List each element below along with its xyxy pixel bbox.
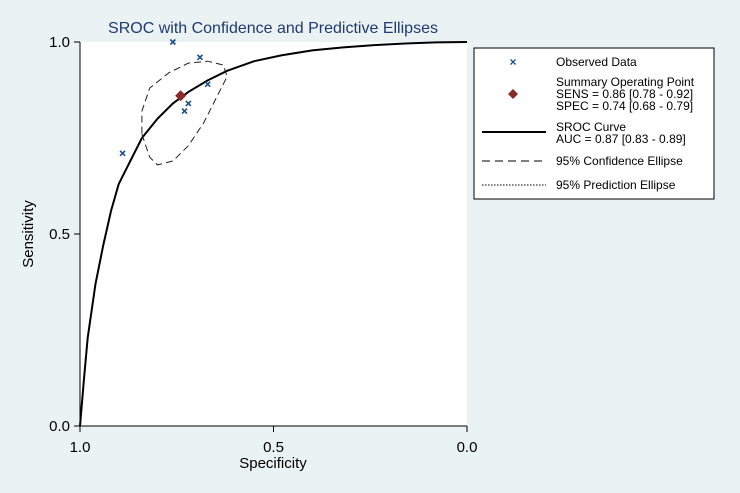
observed-point [204, 81, 211, 88]
chart-title: SROC with Confidence and Predictive Elli… [108, 20, 438, 37]
observed-point [119, 150, 126, 157]
legend-sroc-label: SROC Curve [556, 120, 626, 134]
legend-observed-label: Observed Data [556, 55, 637, 69]
confidence-ellipse [141, 60, 228, 166]
x-axis-label: Specificity [239, 455, 307, 472]
observed-point-stroke [185, 100, 192, 107]
observed-point-stroke [181, 108, 188, 115]
observed-point-stroke [119, 150, 126, 157]
series-layer [79, 38, 468, 427]
observed-point-stroke [196, 54, 204, 61]
legend: × Observed Data Summary Operating Point … [473, 47, 715, 200]
observed-point [181, 108, 188, 115]
legend-summary-spec: SPEC = 0.74 [0.68 - 0.79] [556, 99, 693, 113]
legend-confidence-label: 95% Confidence Ellipse [556, 154, 683, 168]
summary-operating-point [175, 90, 187, 102]
observed-point [196, 54, 204, 61]
x-tick-label: 1.0 [70, 439, 91, 456]
legend-summary-label: Summary Operating Point [556, 75, 695, 89]
legend-sroc-auc: AUC = 0.87 [0.83 - 0.89] [556, 132, 686, 146]
y-axis-label: Sensitivity [20, 200, 37, 268]
x-tick-label: 0.0 [457, 439, 478, 456]
y-tick-label: 0.5 [49, 226, 70, 243]
legend-x-icon: × [509, 55, 516, 69]
plot-area [80, 42, 467, 426]
legend-summary-sens: SENS = 0.86 [0.78 - 0.92] [556, 87, 693, 101]
x-tick-label: 0.5 [263, 439, 284, 456]
observed-point [169, 38, 176, 46]
observed-point-stroke [169, 38, 176, 46]
observed-point [185, 100, 192, 107]
y-tick-label: 0.0 [49, 418, 70, 435]
y-tick-label: 1.0 [49, 34, 70, 51]
observed-point-stroke [204, 81, 211, 88]
legend-box [473, 47, 715, 200]
legend-diamond-icon [508, 89, 518, 99]
legend-prediction-label: 95% Prediction Ellipse [556, 178, 676, 192]
ticks: 1.0 0.5 0.0 0.0 0.5 1.0 [49, 34, 477, 456]
